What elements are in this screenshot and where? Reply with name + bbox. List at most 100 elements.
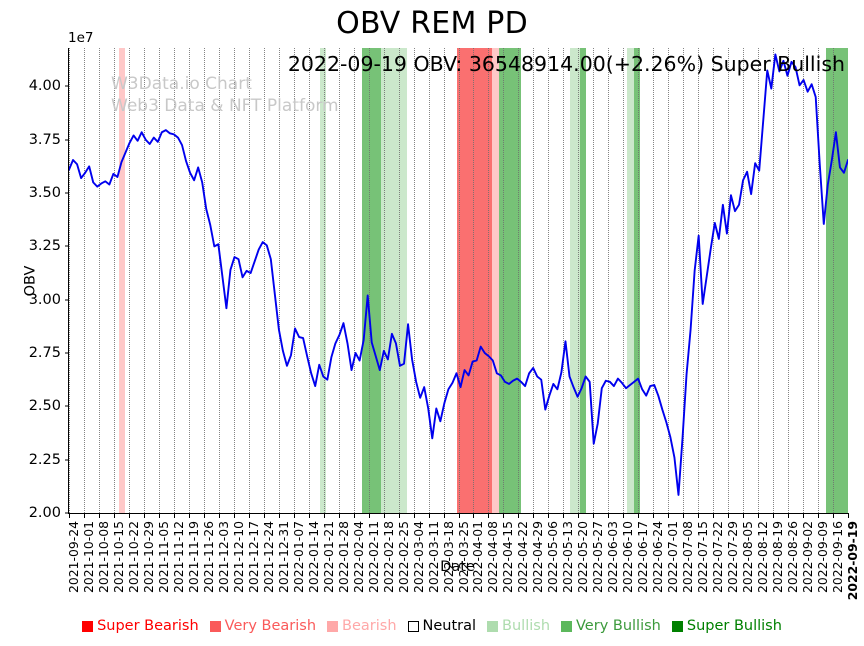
y-tick-mark	[64, 85, 69, 87]
sentiment-band	[361, 48, 381, 513]
gridline	[248, 48, 250, 513]
x-tick-mark	[173, 513, 175, 518]
gridline	[69, 48, 70, 513]
x-tick-mark	[743, 513, 745, 518]
y-tick-mark	[64, 459, 69, 461]
watermark-line-2: Web3 Data & NFT Platform	[111, 96, 339, 116]
gridline	[383, 48, 385, 513]
gridline	[158, 48, 160, 513]
x-tick-mark	[548, 513, 550, 518]
x-tick-mark	[443, 513, 445, 518]
gridline	[488, 48, 490, 513]
x-tick-mark	[323, 513, 325, 518]
legend-item[interactable]: Bullish	[487, 618, 550, 634]
legend-swatch	[209, 620, 221, 632]
legend-item[interactable]: Bearish	[327, 618, 397, 634]
gridline	[458, 48, 460, 513]
x-tick-label: 2022-01-07	[290, 521, 306, 594]
x-tick-mark	[593, 513, 595, 518]
gridline	[683, 48, 685, 513]
y-tick-mark	[64, 299, 69, 301]
legend-label: Neutral	[422, 618, 477, 634]
x-tick-mark	[533, 513, 535, 518]
x-tick-mark	[803, 513, 805, 518]
legend-item[interactable]: Very Bearish	[209, 618, 316, 634]
legend-swatch	[671, 620, 683, 632]
page-title: OBV REM PD	[336, 6, 528, 41]
x-tick-label: 2021-11-26	[200, 521, 216, 594]
y-tick-label: 3.00	[28, 291, 61, 308]
legend-item[interactable]: Neutral	[407, 618, 477, 634]
gridline	[758, 48, 760, 513]
x-tick-mark	[713, 513, 715, 518]
y-tick-mark	[64, 405, 69, 407]
x-tick-mark	[848, 513, 849, 518]
y-tick-label: 3.25	[28, 238, 61, 255]
y-tick-mark	[64, 352, 69, 354]
gridline	[413, 48, 415, 513]
x-tick-mark	[69, 513, 70, 518]
x-tick-label: 2022-01-28	[335, 521, 351, 594]
gridline	[698, 48, 700, 513]
gridline	[578, 48, 580, 513]
gridline	[113, 48, 115, 513]
gridline	[608, 48, 610, 513]
x-tick-mark	[503, 513, 505, 518]
x-tick-mark	[623, 513, 625, 518]
x-tick-label: 2022-04-29	[530, 521, 546, 594]
x-tick-mark	[368, 513, 370, 518]
sentiment-band	[580, 48, 587, 513]
y-tick-label: 2.50	[28, 398, 61, 415]
plot-inner: W3Data.io Chart Web3 Data & NFT Platform…	[69, 48, 848, 513]
x-tick-label: 2022-07-22	[709, 521, 725, 594]
gridline	[323, 48, 325, 513]
x-tick-mark	[563, 513, 565, 518]
x-tick-mark	[413, 513, 415, 518]
x-tick-label: 2022-02-25	[395, 521, 411, 594]
legend-label: Super Bearish	[97, 618, 199, 634]
gridline	[833, 48, 835, 513]
x-tick-label: 2021-12-10	[230, 521, 246, 594]
x-tick-label: 2022-02-11	[365, 521, 381, 594]
x-tick-label: 2022-04-08	[485, 521, 501, 594]
gridline	[503, 48, 505, 513]
x-tick-mark	[83, 513, 85, 518]
x-tick-mark	[128, 513, 130, 518]
gridline	[98, 48, 100, 513]
x-tick-mark	[113, 513, 115, 518]
y-tick-label: 2.25	[28, 451, 61, 468]
gridline	[83, 48, 85, 513]
x-tick-mark	[203, 513, 205, 518]
legend-item[interactable]: Super Bearish	[82, 618, 199, 634]
legend-item[interactable]: Super Bullish	[671, 618, 782, 634]
x-tick-mark	[398, 513, 400, 518]
sentiment-band	[626, 48, 634, 513]
gridline	[203, 48, 205, 513]
y-tick-label: 2.00	[28, 505, 61, 521]
x-tick-label: 2022-03-04	[410, 521, 426, 594]
x-tick-label: 2022-01-14	[305, 521, 321, 594]
gridline	[368, 48, 370, 513]
y-tick-label: 3.50	[28, 185, 61, 202]
x-tick-label: 2022-07-15	[694, 521, 710, 594]
x-tick-label: 2021-10-01	[80, 521, 96, 594]
watermark-line-1: W3Data.io Chart	[111, 74, 252, 94]
gridline	[563, 48, 565, 513]
y-tick-label: 2.75	[28, 345, 61, 362]
gridline	[728, 48, 730, 513]
legend-swatch	[561, 620, 573, 632]
gridline	[338, 48, 340, 513]
legend-item[interactable]: Very Bullish	[561, 618, 661, 634]
x-tick-label: 2022-05-13	[560, 521, 576, 594]
gridline	[353, 48, 355, 513]
x-tick-label: 2022-09-02	[799, 521, 815, 594]
x-tick-mark	[773, 513, 775, 518]
x-tick-mark	[263, 513, 265, 518]
sentiment-band	[319, 48, 326, 513]
x-tick-mark	[338, 513, 340, 518]
x-tick-mark	[188, 513, 190, 518]
legend-swatch	[327, 620, 339, 632]
x-tick-mark	[683, 513, 685, 518]
y-tick-mark	[64, 192, 69, 194]
